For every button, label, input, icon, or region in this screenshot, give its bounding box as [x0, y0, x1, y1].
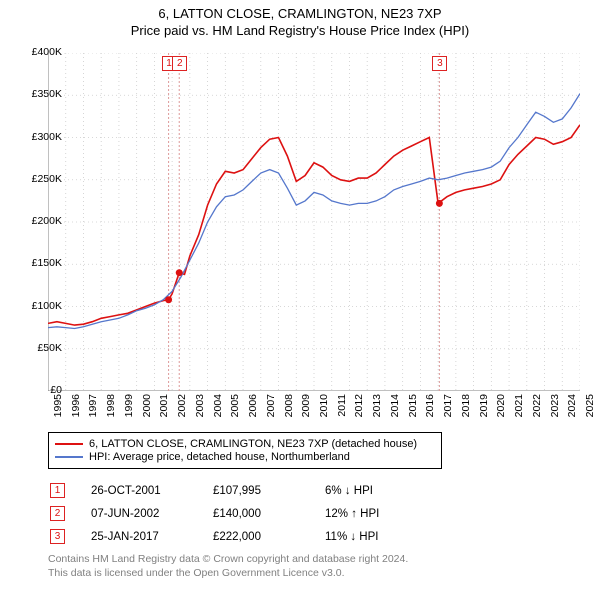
x-tick-label: 2003 — [194, 394, 206, 417]
legend: 6, LATTON CLOSE, CRAMLINGTON, NE23 7XP (… — [48, 432, 442, 469]
x-tick-label: 2009 — [300, 394, 312, 417]
sale-price: £222,000 — [213, 526, 323, 547]
legend-label: 6, LATTON CLOSE, CRAMLINGTON, NE23 7XP (… — [89, 438, 417, 450]
sale-delta: 6% ↓ HPI — [325, 480, 389, 501]
footer-line-2: This data is licensed under the Open Gov… — [48, 566, 408, 580]
x-tick-label: 2022 — [531, 394, 543, 417]
x-tick-label: 1998 — [105, 394, 117, 417]
sale-delta: 12% ↑ HPI — [325, 503, 389, 524]
y-tick-label: £100K — [32, 300, 62, 312]
x-tick-label: 2016 — [424, 394, 436, 417]
footer-line-1: Contains HM Land Registry data © Crown c… — [48, 552, 408, 566]
sale-date: 26-OCT-2001 — [91, 480, 211, 501]
y-tick-label: £300K — [32, 131, 62, 143]
y-tick-label: £400K — [32, 46, 62, 58]
plot-svg — [48, 53, 580, 391]
sale-price: £140,000 — [213, 503, 323, 524]
x-tick-label: 2000 — [141, 394, 153, 417]
sale-marker-cell: 2 — [50, 503, 89, 524]
x-tick-label: 1995 — [52, 394, 64, 417]
plot-area — [48, 52, 580, 391]
x-tick-label: 2010 — [318, 394, 330, 417]
sale-row: 126-OCT-2001£107,9956% ↓ HPI — [50, 480, 389, 501]
sale-date: 25-JAN-2017 — [91, 526, 211, 547]
x-tick-label: 2025 — [584, 394, 596, 417]
x-tick-label: 2001 — [158, 394, 170, 417]
legend-swatch — [55, 443, 83, 445]
x-tick-label: 2019 — [478, 394, 490, 417]
x-tick-label: 2008 — [283, 394, 295, 417]
legend-item: HPI: Average price, detached house, Nort… — [55, 451, 435, 463]
x-tick-label: 2014 — [389, 394, 401, 417]
sale-marker-cell: 3 — [50, 526, 89, 547]
legend-label: HPI: Average price, detached house, Nort… — [89, 451, 350, 463]
y-tick-label: £350K — [32, 88, 62, 100]
x-tick-label: 2015 — [407, 394, 419, 417]
sales-table: 126-OCT-2001£107,9956% ↓ HPI207-JUN-2002… — [48, 478, 391, 549]
title-line-1: 6, LATTON CLOSE, CRAMLINGTON, NE23 7XP — [0, 6, 600, 21]
legend-item: 6, LATTON CLOSE, CRAMLINGTON, NE23 7XP (… — [55, 438, 435, 450]
title-block: 6, LATTON CLOSE, CRAMLINGTON, NE23 7XP P… — [0, 0, 600, 38]
x-tick-label: 2006 — [247, 394, 259, 417]
y-tick-label: £150K — [32, 257, 62, 269]
sale-date: 07-JUN-2002 — [91, 503, 211, 524]
x-tick-label: 2013 — [371, 394, 383, 417]
x-tick-label: 2004 — [212, 394, 224, 417]
x-tick-label: 2012 — [353, 394, 365, 417]
x-tick-label: 2007 — [265, 394, 277, 417]
y-tick-label: £200K — [32, 215, 62, 227]
x-tick-label: 2020 — [495, 394, 507, 417]
x-tick-label: 1999 — [123, 394, 135, 417]
footer: Contains HM Land Registry data © Crown c… — [48, 552, 408, 580]
sale-price: £107,995 — [213, 480, 323, 501]
x-tick-label: 2011 — [336, 394, 348, 417]
x-tick-label: 2018 — [460, 394, 472, 417]
sale-marker-cell: 1 — [50, 480, 89, 501]
y-tick-label: £250K — [32, 173, 62, 185]
sale-marker-3: 3 — [432, 56, 447, 71]
x-tick-label: 2002 — [176, 394, 188, 417]
sale-row: 325-JAN-2017£222,00011% ↓ HPI — [50, 526, 389, 547]
x-tick-label: 2021 — [513, 394, 525, 417]
x-tick-label: 2024 — [566, 394, 578, 417]
x-tick-label: 2017 — [442, 394, 454, 417]
sale-delta: 11% ↓ HPI — [325, 526, 389, 547]
sale-marker-2: 2 — [172, 56, 187, 71]
chart-container: 6, LATTON CLOSE, CRAMLINGTON, NE23 7XP P… — [0, 0, 600, 590]
title-line-2: Price paid vs. HM Land Registry's House … — [0, 23, 600, 38]
legend-swatch — [55, 456, 83, 458]
x-tick-label: 1997 — [87, 394, 99, 417]
sale-row: 207-JUN-2002£140,00012% ↑ HPI — [50, 503, 389, 524]
x-tick-label: 1996 — [70, 394, 82, 417]
x-tick-label: 2005 — [229, 394, 241, 417]
x-tick-label: 2023 — [549, 394, 561, 417]
y-tick-label: £50K — [37, 342, 62, 354]
